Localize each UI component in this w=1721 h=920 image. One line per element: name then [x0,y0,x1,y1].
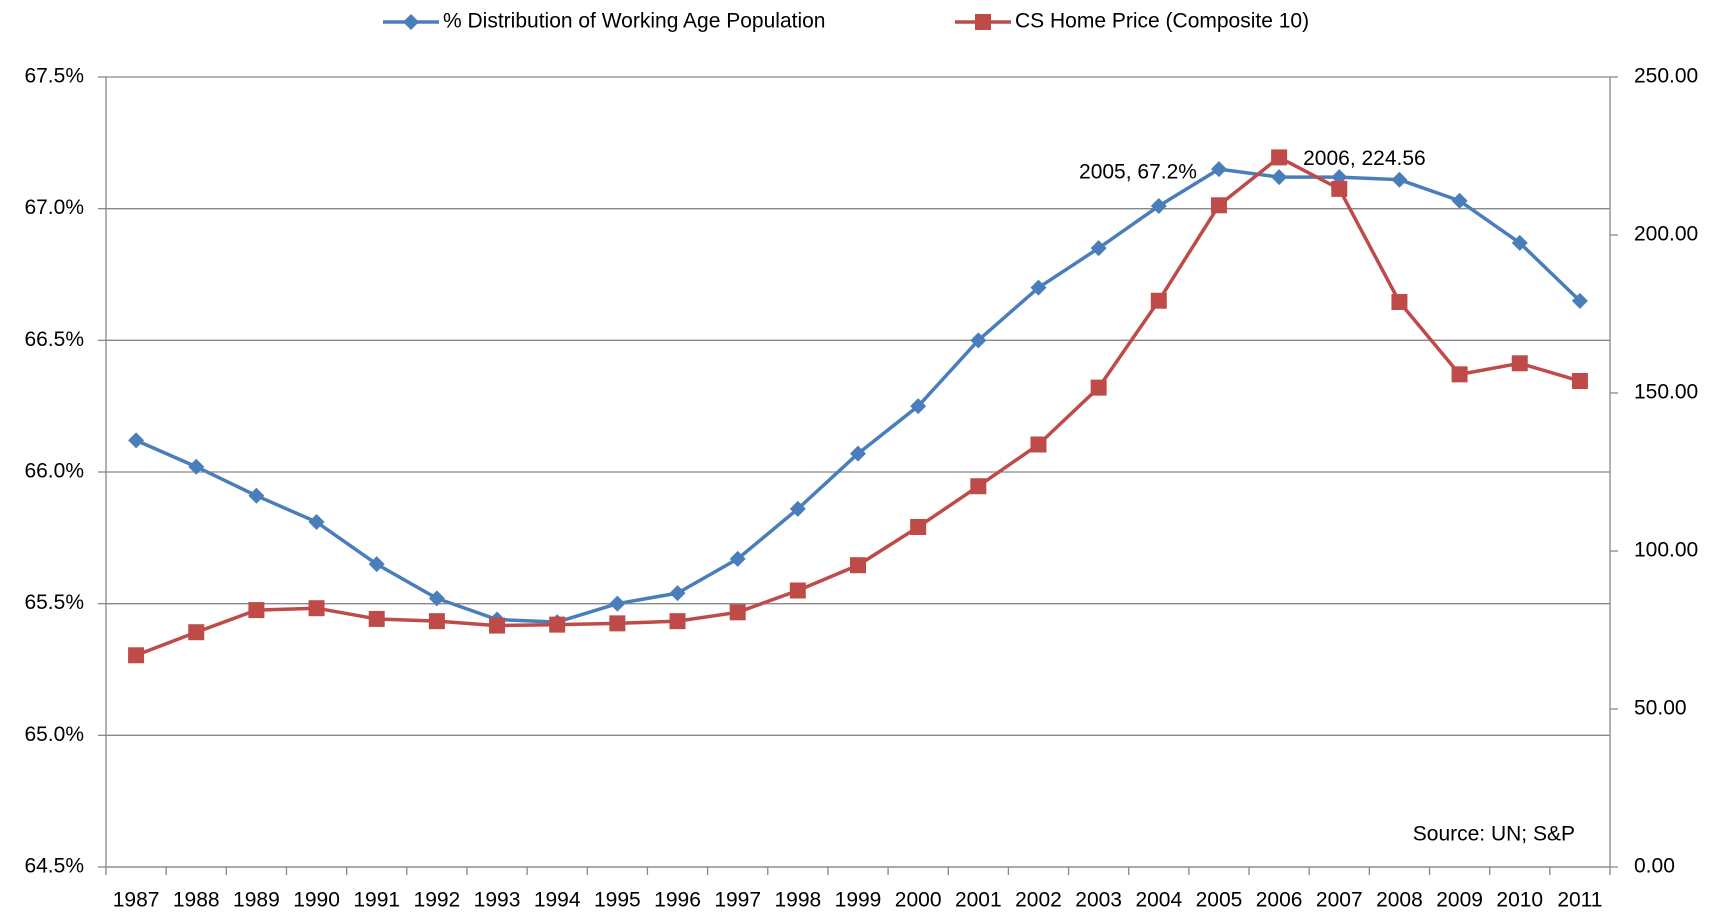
legend-label: CS Home Price (Composite 10) [1015,10,1309,33]
annotation: 2006, 224.56 [1303,147,1426,170]
legend-label: % Distribution of Working Age Population [443,10,826,33]
series-line [135,155,1581,657]
data-point [1210,197,1227,214]
y2-tick-label: 250.00 [1634,65,1698,88]
x-tick-label: 1990 [293,889,340,912]
x-tick-label: 1999 [835,889,882,912]
data-point [1150,292,1167,309]
data-point [609,615,626,632]
y-tick-label: 67.5% [24,65,84,88]
y-tick-label: 66.5% [24,328,84,351]
x-tick-label: 2011 [1557,889,1602,912]
x-tick-label: 1996 [654,889,701,912]
data-point [188,624,205,641]
y-tick-label: 65.5% [24,591,84,614]
y-tick-label: 67.0% [24,196,84,219]
y2-tick-label: 200.00 [1634,223,1698,246]
data-point [1090,240,1107,257]
x-tick-label: 1994 [534,889,581,912]
x-tick-label: 2000 [895,889,942,912]
data-point [729,604,746,621]
data-point [428,613,445,630]
data-point [729,550,746,567]
data-point [1271,149,1288,166]
x-tick-label: 1988 [173,889,220,912]
data-point [128,432,145,449]
source-note: Source: UN; S&P [1413,823,1575,846]
x-tick-label: 1992 [414,889,461,912]
data-point [1571,372,1588,389]
x-tick-label: 1993 [474,889,521,912]
data-point [1571,292,1588,309]
data-point [1090,379,1107,396]
data-point [1451,192,1468,209]
x-tick-label: 2001 [955,889,1002,912]
data-point [428,590,445,607]
data-point [248,487,265,504]
legend-marker [975,14,991,30]
data-point [308,600,325,617]
data-point [489,617,506,634]
x-tick-label: 2003 [1075,889,1122,912]
data-point [368,556,385,573]
data-point [669,585,686,602]
x-tick-label: 2007 [1316,889,1363,912]
data-point [910,398,927,415]
annotation: 2005, 67.2% [1079,161,1197,184]
data-point [970,478,987,495]
data-point [128,647,145,664]
y2-tick-label: 100.00 [1634,539,1698,562]
data-point [910,518,927,535]
legend-marker [403,14,419,30]
x-tick-label: 2008 [1376,889,1423,912]
y2-tick-label: 50.00 [1634,697,1687,720]
x-tick-label: 1995 [594,889,641,912]
x-tick-label: 2010 [1496,889,1543,912]
data-point [1271,169,1288,186]
data-point [1030,279,1047,296]
x-tick-label: 1997 [714,889,761,912]
data-point [1391,293,1408,310]
x-tick-label: 1989 [233,889,280,912]
x-tick-label: 1991 [353,889,400,912]
data-point [308,514,325,531]
x-tick-label: 1987 [113,889,160,912]
y-tick-label: 66.0% [24,460,84,483]
data-point [1331,180,1348,197]
data-point [1150,198,1167,215]
data-point [609,595,626,612]
x-tick-label: 2004 [1135,889,1182,912]
data-point [970,332,987,349]
data-point [1451,366,1468,383]
data-point [1210,161,1227,178]
y-tick-label: 65.0% [24,723,84,746]
data-point [1511,234,1528,251]
x-tick-label: 1998 [774,889,821,912]
data-point [669,613,686,630]
data-point [368,610,385,627]
y-tick-label: 64.5% [24,855,84,878]
x-tick-label: 2002 [1015,889,1062,912]
y2-tick-label: 0.00 [1634,855,1675,878]
x-tick-label: 2006 [1256,889,1303,912]
data-point [1030,436,1047,453]
data-point [248,602,265,619]
data-point [850,445,866,462]
y2-tick-label: 150.00 [1634,381,1698,404]
data-point [549,616,566,633]
data-point [188,458,205,475]
data-point [1511,355,1528,372]
data-point [789,500,806,517]
data-point [789,582,806,599]
data-point [850,557,866,574]
x-tick-label: 2009 [1436,889,1483,912]
data-point [1391,171,1408,188]
x-tick-label: 2005 [1196,889,1243,912]
